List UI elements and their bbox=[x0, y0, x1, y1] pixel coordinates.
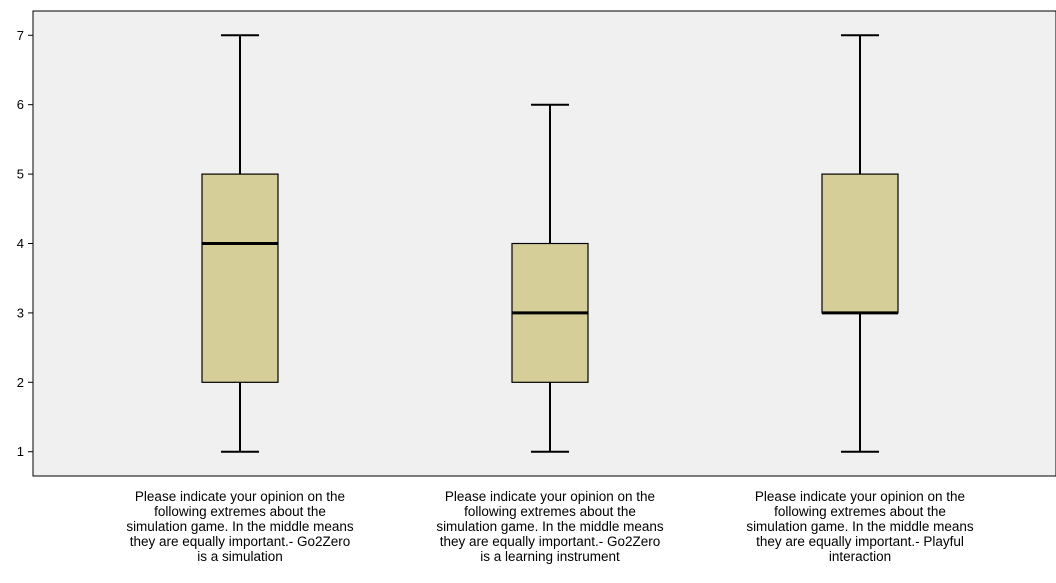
iqr-box bbox=[821, 173, 899, 314]
boxes bbox=[201, 34, 899, 453]
y-tick-label: 3 bbox=[17, 305, 24, 320]
box-2 bbox=[511, 103, 589, 453]
iqr-box bbox=[201, 173, 279, 383]
x-tick-label-2: Please indicate your opinion on the foll… bbox=[436, 489, 664, 564]
y-tick-label: 1 bbox=[17, 444, 24, 459]
y-tick-label: 2 bbox=[17, 375, 24, 390]
x-tick-label-1: Please indicate your opinion on the foll… bbox=[126, 489, 354, 564]
y-tick-label: 7 bbox=[17, 28, 24, 43]
y-tick-label: 5 bbox=[17, 167, 24, 182]
box-1 bbox=[201, 34, 279, 453]
y-tick-label: 6 bbox=[17, 97, 24, 112]
x-tick-label-3: Please indicate your opinion on the foll… bbox=[746, 489, 974, 564]
y-tick-label: 4 bbox=[17, 236, 24, 251]
y-axis: 1 2 3 4 5 6 7 bbox=[17, 28, 33, 459]
box-3 bbox=[821, 34, 899, 453]
